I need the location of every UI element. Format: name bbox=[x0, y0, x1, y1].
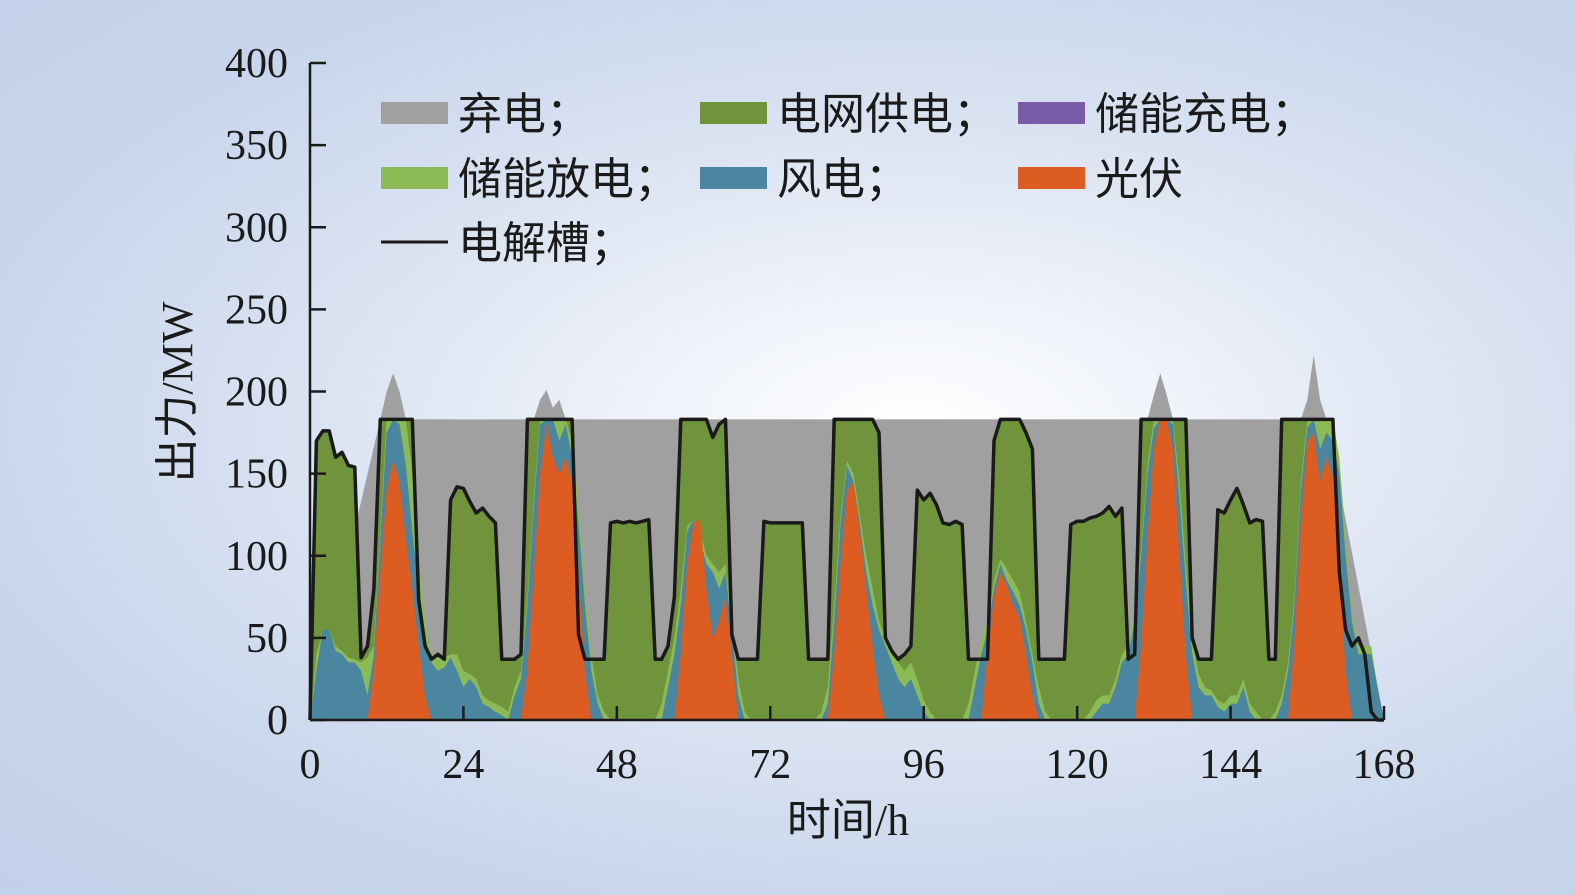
legend-label-储能充电: 储能充电； bbox=[1095, 90, 1315, 139]
legend-swatch-光伏 bbox=[1018, 167, 1085, 189]
chart-axes: 0 50 100 150 200 250 300 350 400 0 24 48 72 96 120 144 1… bbox=[225, 41, 1416, 788]
y-tick-label: 300 bbox=[225, 205, 288, 251]
legend-label-电网供电: 电网供电； bbox=[777, 90, 997, 139]
legend-swatch-储能放电 bbox=[381, 167, 448, 189]
legend-swatch-储能充电 bbox=[1018, 102, 1085, 124]
y-tick-label: 200 bbox=[225, 370, 288, 416]
legend-label-电解槽: 电解槽； bbox=[458, 219, 634, 268]
y-axis-title: 出力/MW bbox=[153, 301, 202, 482]
x-tick-label: 144 bbox=[1199, 742, 1262, 788]
y-tick-label: 250 bbox=[225, 287, 288, 333]
legend-label-储能放电: 储能放电； bbox=[458, 155, 678, 204]
x-tick-label: 72 bbox=[749, 742, 791, 788]
x-axis-title: 时间/h bbox=[787, 796, 909, 845]
x-tick-label: 24 bbox=[442, 742, 484, 788]
x-tick-label: 96 bbox=[903, 742, 945, 788]
y-tick-label: 350 bbox=[225, 123, 288, 169]
series-line-electrolyzer bbox=[308, 417, 1384, 722]
y-tick-label: 0 bbox=[267, 698, 288, 744]
x-tick-label: 0 bbox=[300, 742, 321, 788]
legend-swatch-风电 bbox=[700, 167, 767, 189]
legend-label-弃电: 弃电； bbox=[458, 90, 590, 139]
legend-label-光伏: 光伏 bbox=[1095, 155, 1183, 204]
legend-swatch-电网供电 bbox=[700, 102, 767, 124]
x-tick-label: 120 bbox=[1046, 742, 1109, 788]
y-tick-label: 50 bbox=[246, 616, 288, 662]
x-tick-label: 168 bbox=[1353, 742, 1416, 788]
area-series-光伏 bbox=[310, 419, 1384, 720]
x-tick-label: 48 bbox=[596, 742, 638, 788]
y-tick-label: 100 bbox=[225, 534, 288, 580]
chart-areas bbox=[310, 355, 1384, 720]
y-tick-label: 150 bbox=[225, 452, 288, 498]
legend-label-风电: 风电； bbox=[777, 155, 909, 204]
y-tick-label: 400 bbox=[225, 41, 288, 87]
legend-swatch-弃电 bbox=[381, 102, 448, 124]
